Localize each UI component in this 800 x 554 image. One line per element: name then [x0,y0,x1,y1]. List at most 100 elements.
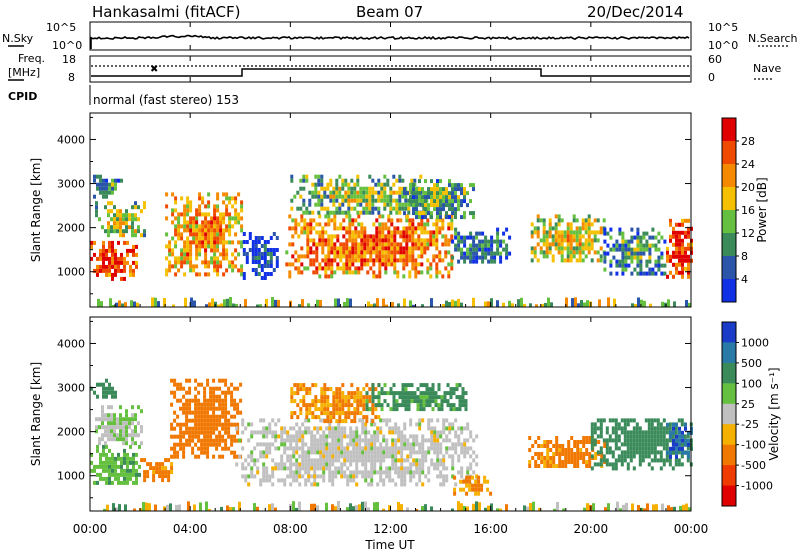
echo-cell [210,220,214,225]
ground-scatter-cell [349,298,352,307]
echo-cell [348,254,352,259]
echo-cell [314,202,318,207]
echo-cell [454,442,458,447]
echo-cell [227,434,231,439]
echo-cell [189,204,193,209]
echo-cell [653,454,657,459]
echo-cell [687,242,690,247]
echo-cell [530,258,534,263]
echo-cell [102,394,105,399]
echo-cell [177,236,181,241]
echo-cell [329,419,333,424]
echo-cell [659,450,663,455]
echo-cell [123,448,126,453]
echo-cell [419,395,423,400]
echo-cell [440,403,444,408]
ground-scatter-cell [550,302,553,307]
echo-cell [463,438,467,443]
echo-cell [576,464,580,468]
echo-cell [247,462,251,467]
echo-cell [430,438,434,443]
echo-cell [551,254,555,259]
echo-cell [113,425,116,430]
echo-cell [300,214,304,219]
echo-cell [361,426,365,431]
echo-cell [621,255,625,260]
echo-cell [319,446,323,451]
echo-cell [431,387,435,392]
echo-cell [393,250,397,255]
echo-cell [596,258,600,263]
echo-cell [681,262,684,267]
ground-scatter-cell [451,299,454,307]
echo-cell [567,444,571,448]
echo-cell [280,478,284,483]
echo-cell [617,434,621,439]
echo-cell [608,450,612,455]
echo-cell [380,387,384,392]
echo-cell [344,194,348,199]
echo-cell [472,259,476,264]
echo-cell [421,450,425,455]
ground-scatter-cell [154,504,157,511]
echo-cell [370,442,374,447]
echo-cell [96,186,99,191]
echo-cell [314,403,318,408]
echo-cell [185,390,189,395]
echo-cell [227,422,231,427]
echo-cell [371,407,375,412]
echo-cell [295,450,299,455]
echo-cell [360,234,364,239]
echo-cell [308,407,312,412]
echo-cell [290,198,294,203]
ground-scatter-cell [616,501,619,511]
echo-cell [301,474,305,479]
echo-cell [209,406,213,411]
echo-cell [350,403,354,408]
echo-cell [657,247,661,252]
echo-cell [271,430,275,435]
echo-cell [626,430,630,435]
echo-cell [404,194,408,199]
echo-cell [240,204,244,209]
echo-cell [221,378,225,383]
echo-cell [177,256,181,261]
echo-cell [552,460,556,464]
echo-cell [327,262,331,267]
echo-cell [194,430,198,435]
echo-cell [312,242,316,247]
echo-cell [256,470,260,475]
echo-cell [201,228,205,233]
echo-cell [302,395,306,400]
echo-cell [554,246,558,251]
echo-cell [350,206,354,211]
echo-cell [307,446,311,451]
echo-cell [659,434,663,439]
echo-cell [125,221,128,226]
ground-scatter-cell [472,297,475,307]
echo-cell [554,214,558,219]
echo-cell [558,460,562,464]
echo-cell [385,446,389,451]
echo-cell [392,190,396,195]
echo-cell [415,207,418,212]
echo-cell [268,442,272,447]
echo-cell [505,251,509,256]
echo-cell [242,272,246,276]
echo-cell [475,231,479,236]
echo-cell [189,224,193,229]
echo-cell [582,452,586,456]
echo-cell [539,250,543,255]
echo-cell [265,466,269,471]
echo-cell [564,460,568,464]
echo-cell [407,403,411,408]
echo-cell [209,394,213,399]
echo-cell [414,246,418,251]
ground-scatter-cell [583,507,586,511]
echo-cell [466,470,470,475]
echo-cell [125,437,128,442]
echo-cell [362,403,366,408]
echo-cell [289,458,293,463]
echo-cell [421,446,425,451]
echo-cell [224,438,228,443]
